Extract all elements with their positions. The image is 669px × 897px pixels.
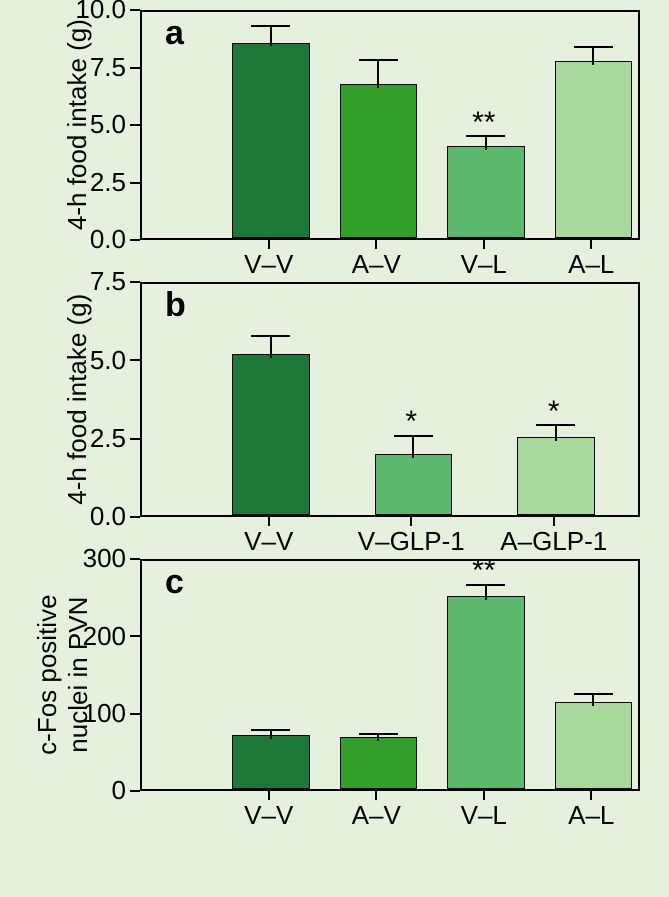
bar (447, 146, 525, 238)
xtick (375, 791, 377, 800)
xtick (483, 240, 485, 249)
error-bar-cap (251, 25, 290, 27)
bar (340, 84, 418, 238)
error-bar-cap (574, 46, 613, 48)
bar (517, 437, 595, 515)
xtick-label: A–GLP-1 (500, 526, 607, 557)
xtick-label: V–L (461, 249, 507, 280)
plot-area-a (140, 10, 640, 240)
error-bar-cap (251, 729, 290, 731)
ylabel-a: 4-h food intake (g) (62, 15, 93, 236)
ytick (130, 790, 140, 792)
ylabel-line: 4-h food intake (g) (62, 294, 93, 505)
figure-root: 0.02.55.07.510.04-h food intake (g)V–VA–… (0, 0, 669, 897)
xtick (268, 240, 270, 249)
ytick (130, 67, 140, 69)
ytick-label: 7.5 (90, 266, 126, 297)
ytick (130, 713, 140, 715)
error-bar-cap (359, 59, 398, 61)
ytick-label: 2.5 (90, 423, 126, 454)
error-bar (270, 336, 272, 358)
xtick-label: A–L (568, 249, 614, 280)
ytick-label: 0.0 (90, 501, 126, 532)
xtick-label: V–V (244, 526, 293, 557)
ytick (130, 182, 140, 184)
plot-area-b (140, 282, 640, 517)
xtick-label: V–L (461, 800, 507, 831)
ylabel-c: c-Fos positivenuclei in PVN (32, 564, 94, 787)
xtick (268, 791, 270, 800)
ytick (130, 516, 140, 518)
ytick (130, 239, 140, 241)
panel-letter-a: a (165, 14, 184, 53)
significance-marker: ** (472, 554, 495, 588)
ytick-label: 5.0 (90, 109, 126, 140)
xtick-label: A–V (352, 800, 401, 831)
ytick (130, 558, 140, 560)
ytick (130, 281, 140, 283)
bar (232, 43, 310, 239)
xtick-label: V–GLP-1 (358, 526, 465, 557)
bar (555, 61, 633, 238)
ytick-label: 7.5 (90, 52, 126, 83)
xtick (590, 791, 592, 800)
bar (232, 354, 310, 515)
ytick (130, 124, 140, 126)
ytick (130, 438, 140, 440)
ytick-label: 2.5 (90, 167, 126, 198)
bar (232, 735, 310, 789)
ylabel-line: c-Fos positive (32, 595, 63, 755)
error-bar-cap (574, 693, 613, 695)
error-bar (592, 694, 594, 706)
xtick (483, 791, 485, 800)
significance-marker: * (405, 405, 417, 439)
ylabel-b: 4-h food intake (g) (62, 287, 93, 513)
ytick-label: 0 (112, 775, 126, 806)
xtick (410, 517, 412, 526)
error-bar (270, 26, 272, 47)
bar (375, 454, 453, 515)
error-bar-cap (251, 335, 290, 337)
error-bar (377, 60, 379, 88)
xtick (268, 517, 270, 526)
xtick-label: V–V (244, 249, 293, 280)
significance-marker: * (548, 395, 560, 429)
bar (555, 702, 633, 789)
panel-letter-c: c (165, 563, 184, 602)
ylabel-line: 4-h food intake (g) (62, 19, 93, 230)
ytick-label: 0.0 (90, 224, 126, 255)
error-bar (592, 47, 594, 65)
xtick-label: A–L (568, 800, 614, 831)
ytick (130, 635, 140, 637)
ytick-label: 5.0 (90, 345, 126, 376)
panel-letter-b: b (165, 286, 186, 325)
xtick-label: A–V (352, 249, 401, 280)
plot-area-c (140, 559, 640, 791)
ylabel-line: nuclei in PVN (63, 597, 94, 753)
ytick (130, 359, 140, 361)
significance-marker: ** (472, 106, 495, 140)
bar (340, 737, 418, 789)
xtick-label: V–V (244, 800, 293, 831)
bar (447, 596, 525, 789)
xtick (375, 240, 377, 249)
error-bar-cap (359, 733, 398, 735)
error-bar (270, 730, 272, 739)
xtick (553, 517, 555, 526)
xtick (590, 240, 592, 249)
ytick (130, 9, 140, 11)
error-bar (377, 734, 379, 741)
